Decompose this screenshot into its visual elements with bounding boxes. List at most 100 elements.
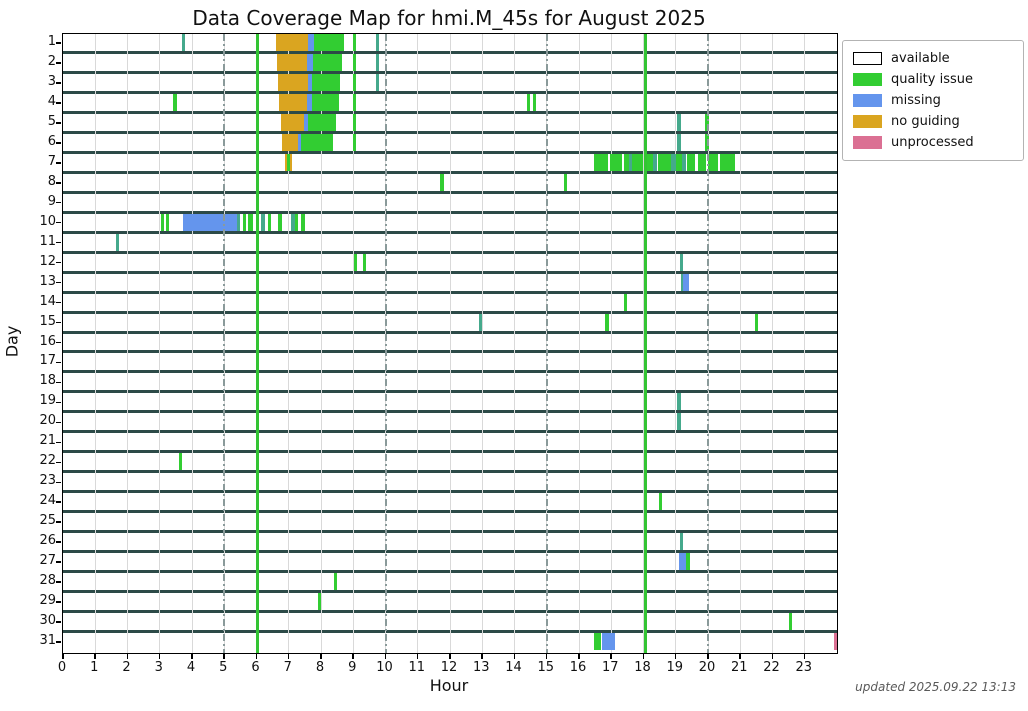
segment-noguiding — [282, 133, 299, 151]
segment-mixed — [682, 153, 687, 171]
y-tick-mark — [56, 102, 61, 104]
segment-missing — [308, 73, 312, 91]
segment-missing — [678, 553, 687, 571]
legend-label-unprocessed: unprocessed — [891, 135, 974, 150]
segment-noguiding — [284, 153, 288, 171]
legend-item-noguiding: no guiding — [853, 111, 1013, 132]
x-tick-mark — [771, 654, 773, 659]
segment-quality — [353, 53, 357, 71]
x-tick-label: 13 — [472, 660, 490, 675]
x-tick-mark — [94, 654, 96, 659]
x-tick-mark — [416, 654, 419, 659]
segment-quality — [333, 573, 338, 591]
y-tick-label: 27 — [39, 553, 56, 569]
segment-quality — [353, 73, 357, 91]
segment-mixed — [375, 53, 380, 71]
segment-quality — [313, 34, 344, 51]
segment-mixed — [479, 313, 483, 331]
x-tick-mark — [191, 654, 193, 659]
segment-quality — [686, 553, 690, 571]
y-tick-mark — [56, 521, 61, 523]
hour-gridline — [288, 34, 290, 653]
segment-quality — [593, 153, 608, 171]
hour-gridline — [94, 34, 96, 653]
y-tick-mark — [56, 441, 61, 444]
x-tick-label: 21 — [730, 660, 748, 675]
y-tick-mark — [56, 461, 61, 464]
x-tick-label: 1 — [90, 660, 99, 675]
segment-missing — [307, 53, 313, 71]
hour-gridline — [320, 34, 322, 653]
legend: available quality issue missing no guiding u… — [842, 40, 1024, 161]
updated-timestamp: updated 2025.09.22 13:13 — [855, 680, 1016, 694]
segment-quality — [645, 153, 654, 171]
x-tick-mark — [578, 654, 580, 659]
y-tick-mark — [56, 201, 61, 204]
segment-quality — [308, 113, 337, 131]
segment-quality — [353, 93, 357, 111]
segment-quality — [687, 153, 696, 171]
y-tick-mark — [56, 541, 61, 543]
green-vline — [255, 34, 259, 653]
legend-label-available: available — [891, 51, 950, 66]
segment-quality — [312, 53, 342, 71]
x-tick-mark — [707, 654, 709, 659]
y-tick-mark — [56, 401, 61, 404]
y-tick-label: 8 — [47, 173, 56, 189]
legend-item-available: available — [853, 48, 1013, 69]
segment-quality — [353, 113, 357, 131]
y-tick-label: 10 — [39, 213, 56, 229]
segment-noguiding — [280, 113, 304, 131]
green-vline — [643, 34, 647, 653]
segment-mixed — [670, 153, 676, 171]
y-tick-mark — [56, 621, 61, 623]
x-tick-mark — [126, 654, 128, 659]
segment-quality — [294, 213, 299, 231]
x-tick-label: 10 — [376, 660, 393, 675]
x-tick-label: 6 — [251, 660, 260, 675]
y-tick-label: 30 — [39, 613, 56, 629]
segment-missing — [303, 113, 309, 131]
segment-quality — [658, 153, 671, 171]
x-tick-label: 15 — [537, 660, 555, 675]
hour-gridline — [127, 34, 128, 653]
y-tick-mark — [56, 581, 61, 583]
x-tick-mark — [610, 654, 612, 659]
y-tick-mark — [56, 301, 61, 304]
y-tick-label: 16 — [39, 333, 56, 349]
segment-mixed — [237, 213, 241, 231]
segment-noguiding — [275, 34, 309, 51]
x-tick-mark — [287, 654, 290, 659]
y-tick-label: 29 — [39, 593, 56, 609]
x-tick-label: 0 — [57, 660, 67, 675]
y-tick-label: 22 — [39, 453, 56, 469]
y-tick-mark — [56, 182, 61, 184]
hour-gridline — [514, 34, 515, 653]
y-tick-mark — [56, 561, 61, 563]
y-tick-label: 25 — [39, 513, 56, 529]
dashdot-gridline — [545, 34, 548, 653]
chart-title: Data Coverage Map for hmi.M_45s for Augu… — [192, 6, 706, 30]
segment-quality — [605, 313, 609, 331]
hour-gridline — [481, 34, 483, 653]
x-tick-label: 3 — [154, 660, 163, 675]
segment-quality — [594, 633, 601, 650]
y-tick-label: 6 — [47, 133, 56, 149]
plot-area — [62, 33, 838, 654]
segment-quality — [754, 313, 758, 331]
y-tick-label: 7 — [47, 153, 56, 169]
legend-swatch-noguiding — [853, 115, 882, 128]
x-tick-label: 14 — [505, 660, 522, 675]
y-tick-label: 23 — [39, 473, 56, 489]
hour-gridline — [739, 34, 741, 653]
segment-quality — [166, 213, 169, 231]
hour-gridline — [159, 34, 161, 653]
x-tick-label: 5 — [219, 660, 228, 675]
segment-quality — [563, 173, 567, 191]
segment-mixed — [628, 153, 633, 171]
legend-item-unprocessed: unprocessed — [853, 132, 1013, 153]
segment-mixed — [653, 153, 658, 171]
x-tick-label: 12 — [440, 660, 458, 675]
y-tick-mark — [56, 361, 61, 364]
segment-quality — [242, 213, 246, 231]
